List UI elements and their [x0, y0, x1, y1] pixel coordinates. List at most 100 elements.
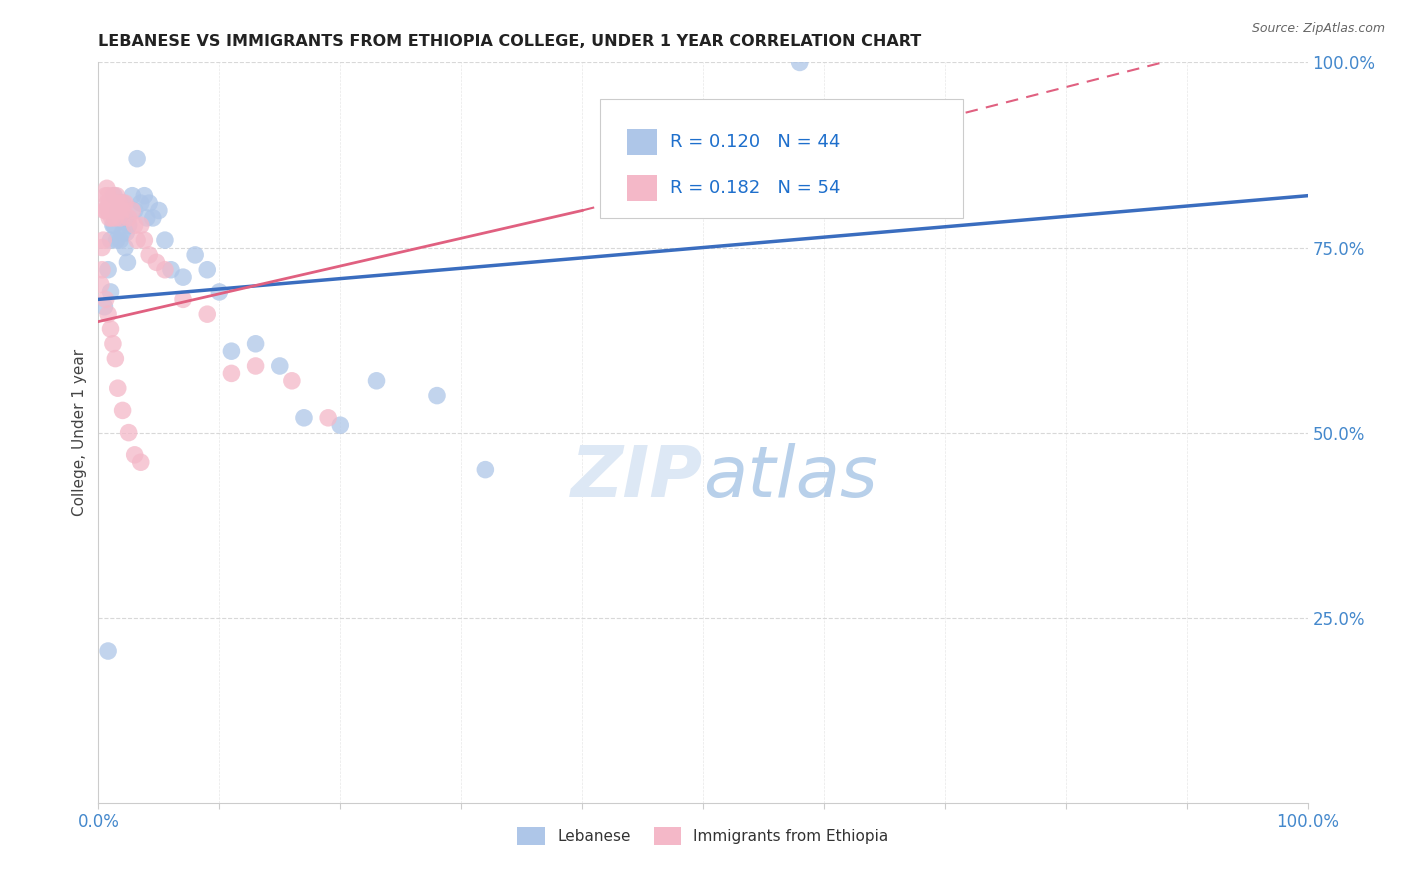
- Point: [121, 188, 143, 202]
- Point: [134, 188, 156, 202]
- Point: [114, 196, 136, 211]
- Point: [195, 262, 218, 277]
- Point: [135, 211, 157, 225]
- Point: [97, 644, 120, 658]
- Point: [93, 203, 115, 218]
- Point: [115, 226, 138, 240]
- Point: [111, 196, 134, 211]
- Point: [107, 203, 129, 218]
- Point: [91, 262, 114, 277]
- Point: [148, 203, 170, 218]
- Point: [101, 203, 124, 218]
- Point: [108, 196, 131, 211]
- Point: [97, 262, 120, 277]
- Point: [172, 293, 194, 307]
- Point: [103, 219, 125, 233]
- Point: [98, 211, 121, 225]
- Point: [474, 462, 496, 476]
- Point: [97, 307, 120, 321]
- Text: Source: ZipAtlas.com: Source: ZipAtlas.com: [1251, 22, 1385, 36]
- Y-axis label: College, Under 1 year: College, Under 1 year: [72, 349, 87, 516]
- Point: [281, 374, 304, 388]
- Point: [103, 188, 125, 202]
- Point: [121, 203, 143, 218]
- Point: [100, 211, 122, 225]
- Point: [104, 351, 127, 366]
- Point: [94, 203, 117, 218]
- Point: [145, 255, 167, 269]
- Point: [117, 255, 139, 269]
- Point: [108, 233, 131, 247]
- Text: R = 0.182   N = 54: R = 0.182 N = 54: [671, 178, 841, 197]
- Point: [118, 211, 141, 225]
- Point: [316, 410, 339, 425]
- Legend: Lebanese, Immigrants from Ethiopia: Lebanese, Immigrants from Ethiopia: [512, 821, 894, 851]
- Point: [97, 203, 120, 218]
- Point: [172, 270, 194, 285]
- Point: [110, 203, 132, 218]
- Point: [91, 233, 114, 247]
- Point: [100, 322, 122, 336]
- Point: [101, 336, 124, 351]
- Point: [111, 226, 134, 240]
- Point: [138, 248, 160, 262]
- Point: [96, 181, 118, 195]
- Point: [292, 410, 315, 425]
- Point: [100, 196, 122, 211]
- Point: [93, 300, 115, 314]
- Text: R = 0.120   N = 44: R = 0.120 N = 44: [671, 133, 841, 151]
- Point: [129, 455, 152, 469]
- Point: [114, 240, 136, 255]
- Point: [142, 211, 165, 225]
- Point: [245, 359, 267, 373]
- Point: [127, 152, 149, 166]
- Point: [101, 219, 124, 233]
- Point: [184, 248, 207, 262]
- Point: [329, 418, 352, 433]
- Point: [91, 240, 114, 255]
- Point: [245, 336, 267, 351]
- Point: [129, 219, 152, 233]
- Point: [124, 448, 146, 462]
- Point: [789, 55, 811, 70]
- Point: [426, 388, 449, 402]
- Point: [108, 211, 131, 225]
- Point: [111, 196, 134, 211]
- Text: atlas: atlas: [703, 442, 877, 511]
- Point: [105, 188, 128, 202]
- Point: [98, 196, 121, 211]
- Point: [269, 359, 291, 373]
- Point: [366, 374, 388, 388]
- Point: [208, 285, 231, 299]
- Point: [100, 196, 122, 211]
- Point: [103, 203, 125, 218]
- Point: [104, 196, 127, 211]
- Point: [124, 219, 146, 233]
- Text: LEBANESE VS IMMIGRANTS FROM ETHIOPIA COLLEGE, UNDER 1 YEAR CORRELATION CHART: LEBANESE VS IMMIGRANTS FROM ETHIOPIA COL…: [98, 34, 922, 49]
- Point: [107, 381, 129, 395]
- Point: [100, 285, 122, 299]
- Point: [107, 203, 129, 218]
- Point: [221, 344, 243, 359]
- Bar: [627, 175, 657, 201]
- Point: [101, 188, 124, 202]
- Point: [195, 307, 218, 321]
- Point: [111, 403, 134, 417]
- Point: [129, 196, 152, 211]
- FancyBboxPatch shape: [600, 99, 963, 218]
- Point: [94, 293, 117, 307]
- Point: [105, 233, 128, 247]
- Point: [96, 196, 118, 211]
- Point: [97, 188, 120, 202]
- Point: [114, 211, 136, 225]
- Point: [90, 277, 112, 292]
- Point: [138, 196, 160, 211]
- Point: [134, 233, 156, 247]
- Point: [153, 262, 176, 277]
- Text: ZIP: ZIP: [571, 442, 703, 511]
- Point: [108, 203, 131, 218]
- Point: [127, 233, 149, 247]
- Point: [100, 203, 122, 218]
- Point: [153, 233, 176, 247]
- Point: [160, 262, 183, 277]
